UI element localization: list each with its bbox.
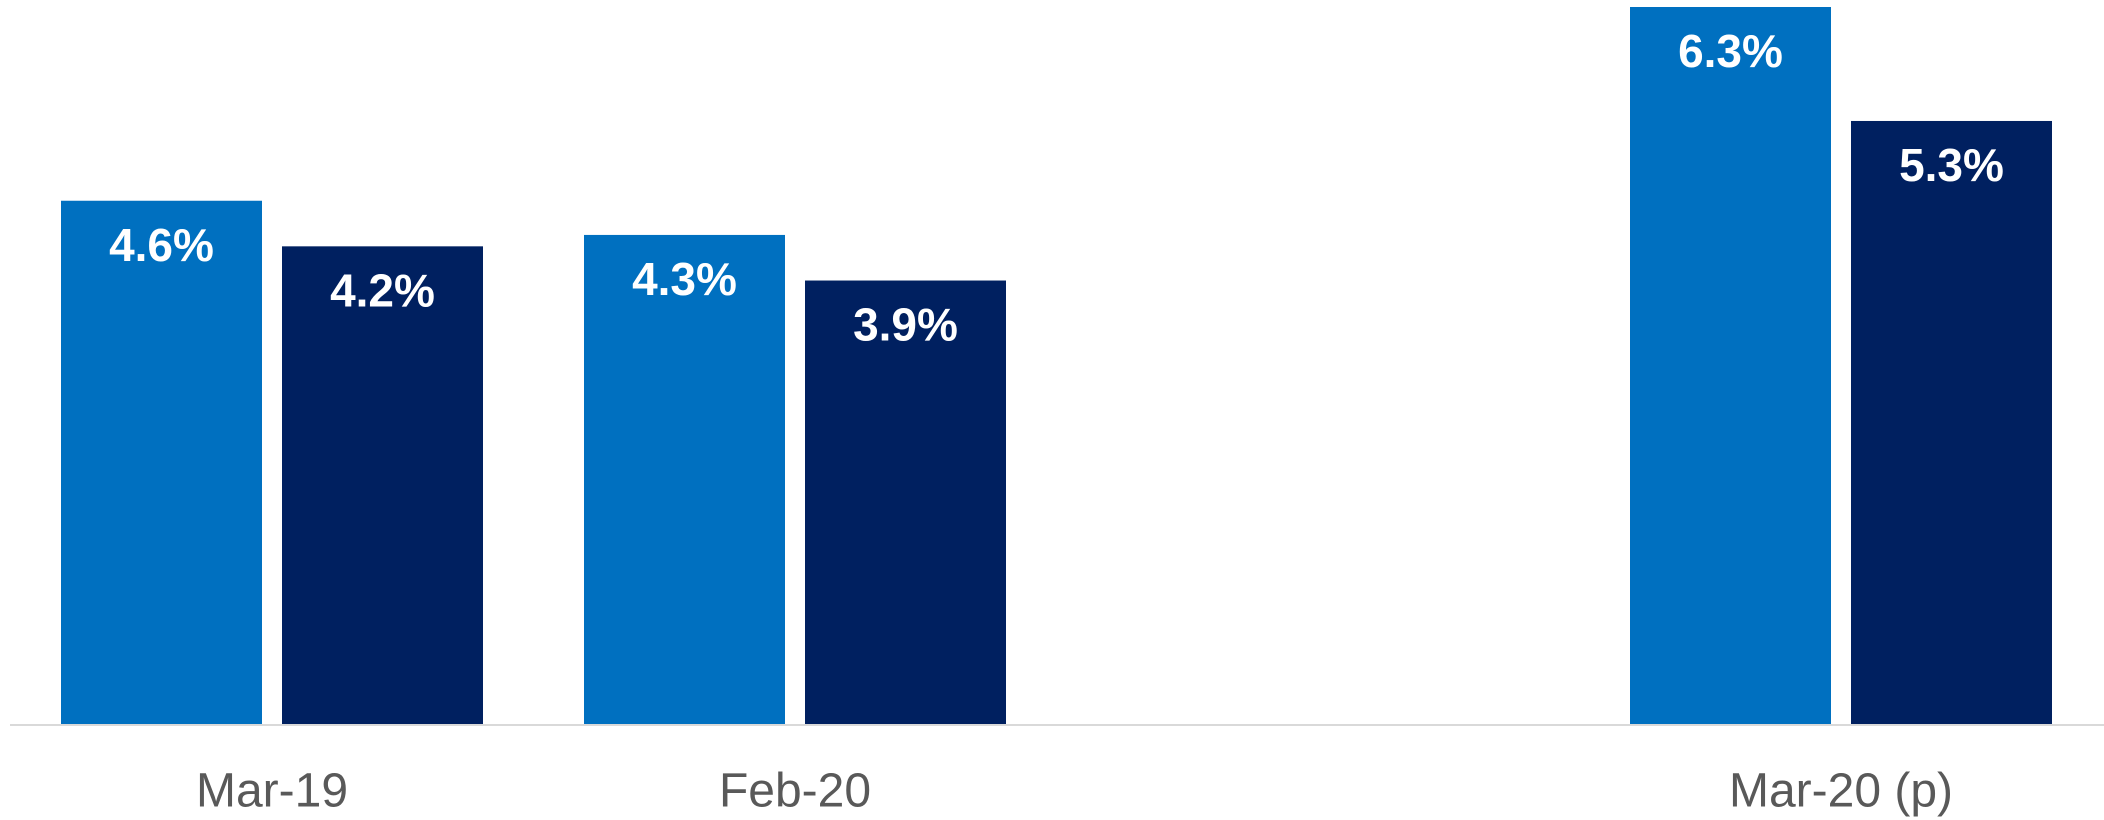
data-label: 4.6% xyxy=(109,219,214,271)
bar xyxy=(282,246,483,726)
bar xyxy=(1851,120,2052,725)
x-tick-label: Feb-20 xyxy=(719,765,871,818)
data-label: 3.9% xyxy=(853,299,958,351)
bar xyxy=(1630,7,1831,725)
bar xyxy=(61,200,262,725)
data-label: 5.3% xyxy=(1899,139,2004,191)
data-label: 4.3% xyxy=(632,253,737,305)
bar xyxy=(584,234,785,725)
data-label: 6.3% xyxy=(1678,25,1783,77)
data-label: 4.2% xyxy=(330,264,435,316)
x-tick-label: Mar-20 (p) xyxy=(1729,765,1953,818)
x-tick-label: Mar-19 xyxy=(196,765,348,818)
bar xyxy=(805,280,1006,725)
